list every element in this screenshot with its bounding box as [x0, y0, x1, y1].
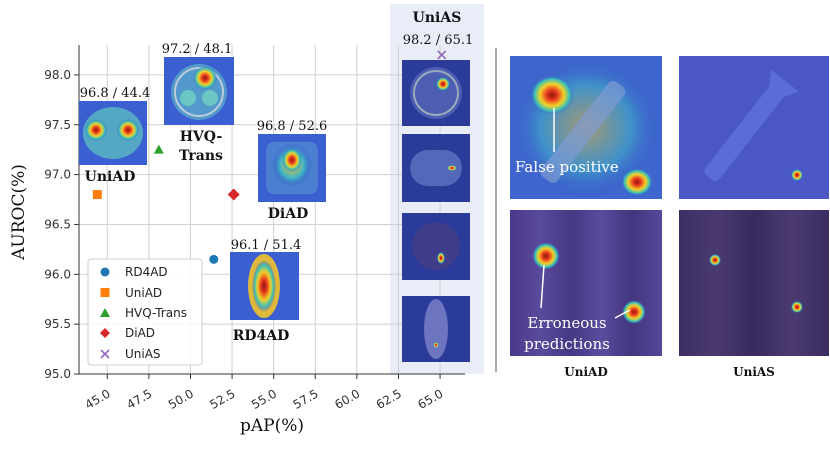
legend-label-diad: DiAD	[125, 326, 155, 340]
annot-unias: 98.2 / 65.1	[403, 33, 474, 48]
x-tick-label: 47.5	[124, 386, 154, 411]
marker-unias	[437, 50, 447, 60]
legend-marker-uniad	[100, 288, 110, 297]
x-tick-label: 57.5	[291, 386, 321, 411]
legend-marker-diad	[100, 328, 110, 338]
thumbnail-diad	[258, 134, 326, 202]
label-uniad: UniAD	[85, 169, 136, 185]
legend-marker-unias	[100, 349, 110, 359]
x-tick-label: 45.0	[83, 386, 113, 411]
annot-hvq-trans: 97.2 / 48.1	[162, 42, 233, 57]
uniad-wood-heatmap: Erroneous predictions	[510, 210, 662, 356]
marker-hvq-trans	[153, 144, 164, 154]
annot-uniad: 96.8 / 44.4	[80, 86, 151, 101]
marker-uniad	[92, 190, 102, 200]
caption-unias: UniAS	[733, 365, 775, 379]
x-tick-label: 62.5	[374, 386, 404, 411]
y-axis-title: AUROC(%)	[9, 164, 29, 261]
thumbnail-uniad	[79, 101, 147, 165]
overlay-erroneous-1: Erroneous	[527, 314, 606, 332]
thumbnail-unias-1	[402, 60, 470, 126]
uniad-screw-heatmap: False positive	[510, 56, 662, 199]
annot-diad: 96.8 / 52.6	[257, 119, 328, 134]
annot-rd4ad: 96.1 / 51.4	[231, 238, 302, 253]
x-tick-label: 52.5	[207, 386, 237, 411]
label-unias: UniAS	[413, 10, 462, 26]
x-tick-label: 55.0	[249, 386, 279, 411]
y-tick-label: 96.0	[44, 267, 71, 281]
data-markers	[92, 50, 447, 264]
x-tick-label: 50.0	[166, 386, 196, 411]
legend-marker-hvq-trans	[100, 308, 110, 317]
legend-marker-rd4ad	[100, 267, 110, 277]
thumbnail-unias-3	[402, 213, 470, 280]
x-tick-label: 60.0	[332, 386, 362, 411]
y-tick-label: 98.0	[44, 68, 71, 82]
y-tick-label: 97.5	[44, 118, 71, 132]
marker-diad	[227, 188, 240, 201]
thumbnail-unias-2	[402, 134, 470, 202]
overlay-erroneous-2: predictions	[524, 335, 610, 353]
y-tick-label: 95.5	[44, 317, 71, 331]
label-hvq-trans-1: HVQ-	[180, 129, 223, 145]
thumbnail-rd4ad	[230, 252, 299, 320]
legend-label-hvq-trans: HVQ-Trans	[125, 306, 187, 320]
unias-screw-heatmap	[679, 56, 829, 199]
thumbnail-hvq-trans	[164, 57, 234, 125]
legend-label-unias: UniAS	[125, 347, 161, 361]
thumbnail-unias-4	[402, 296, 470, 362]
unias-wood-heatmap	[679, 210, 829, 356]
caption-uniad: UniAD	[564, 365, 607, 379]
x-axis-title: pAP(%)	[240, 416, 304, 436]
marker-rd4ad	[209, 254, 219, 264]
overlay-false-positive: False positive	[515, 158, 619, 176]
legend: RD4AD UniAD HVQ-Trans DiAD UniAS	[87, 258, 203, 366]
y-tick-label: 96.5	[44, 217, 71, 231]
legend-label-rd4ad: RD4AD	[125, 265, 168, 279]
x-tick-label: 65.0	[415, 386, 445, 411]
label-hvq-trans-2: Trans	[179, 148, 223, 164]
legend-label-uniad: UniAD	[125, 286, 162, 300]
label-rd4ad: RD4AD	[233, 328, 290, 344]
label-diad: DiAD	[268, 206, 308, 222]
y-tick-label: 97.0	[44, 168, 71, 182]
y-tick-label: 95.0	[44, 367, 71, 381]
